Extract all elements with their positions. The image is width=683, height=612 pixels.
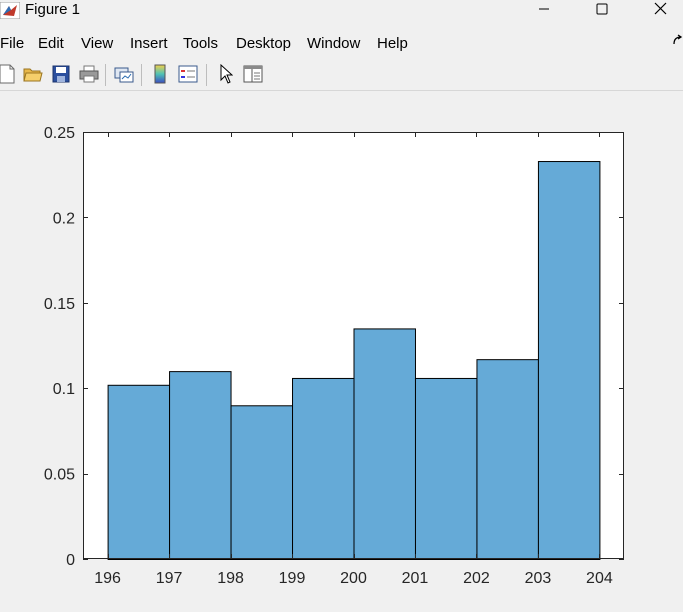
menu-help[interactable]: Help [377, 35, 408, 52]
histogram-bar [107, 384, 171, 560]
histogram-chart[interactable]: 196 197 198 199 200 201 202 203 204 0 0.05 0.1 0.15… [0, 91, 683, 612]
toolbar-separator [206, 64, 207, 86]
maximize-button[interactable] [579, 0, 625, 22]
histogram-bar [353, 328, 416, 560]
pointer-icon[interactable] [215, 63, 237, 85]
x-tick-label: 201 [402, 570, 429, 587]
axes-box [83, 132, 624, 559]
x-tick-label: 198 [217, 570, 244, 587]
y-tick-label: 0 [66, 552, 75, 569]
menu-file[interactable]: File [0, 35, 25, 52]
colorbar-icon[interactable] [149, 63, 171, 85]
y-tick-label: 0.1 [53, 381, 75, 398]
histogram-bar [414, 377, 478, 560]
histogram-bar [292, 377, 355, 560]
menu-view[interactable]: View [81, 35, 114, 52]
maximize-icon [596, 2, 608, 20]
print-icon[interactable] [78, 63, 100, 85]
histogram-bar [230, 405, 294, 560]
menu-window[interactable]: Window [307, 35, 361, 52]
x-tick-label: 202 [463, 570, 490, 587]
minimize-button[interactable] [521, 0, 567, 22]
histogram-bar [169, 371, 232, 560]
x-tick-label: 204 [586, 570, 613, 587]
property-inspector-icon[interactable] [242, 63, 264, 85]
window-titlebar: Figure 1 [0, 0, 683, 22]
x-tick-label: 203 [525, 570, 552, 587]
toolbar-separator [141, 64, 142, 86]
figure-toolbar [0, 58, 683, 91]
figure-canvas[interactable]: 196 197 198 199 200 201 202 203 204 0 0.05 0.1 0.15… [0, 91, 683, 612]
link-plot-icon[interactable] [113, 63, 135, 85]
x-tick-label: 197 [156, 570, 183, 587]
minimize-icon [538, 2, 550, 20]
menu-bar: File Edit View Insert Tools Desktop Wind… [0, 31, 683, 55]
x-tick-label: 200 [340, 570, 367, 587]
histogram-bar [476, 359, 539, 560]
x-tick-label: 199 [279, 570, 306, 587]
menu-edit[interactable]: Edit [38, 35, 64, 52]
legend-icon[interactable] [177, 63, 199, 85]
close-icon [654, 2, 667, 20]
y-tick-label: 0.05 [44, 467, 75, 484]
new-figure-icon[interactable] [0, 63, 18, 85]
toolbar-separator [105, 64, 106, 86]
open-file-icon[interactable] [22, 63, 44, 85]
dock-arrow-icon[interactable] [672, 33, 683, 51]
close-button[interactable] [637, 0, 683, 22]
matlab-app-icon [0, 1, 21, 20]
save-icon[interactable] [50, 63, 72, 85]
y-tick-label: 0.25 [44, 125, 75, 142]
y-tick-label: 0.15 [44, 296, 75, 313]
x-tick-label: 196 [94, 570, 121, 587]
histogram-bar [537, 161, 601, 560]
window-title: Figure 1 [25, 1, 81, 18]
menu-tools[interactable]: Tools [183, 35, 219, 52]
menu-desktop[interactable]: Desktop [236, 35, 292, 52]
y-tick-label: 0.2 [53, 210, 75, 227]
menu-insert[interactable]: Insert [130, 35, 168, 52]
